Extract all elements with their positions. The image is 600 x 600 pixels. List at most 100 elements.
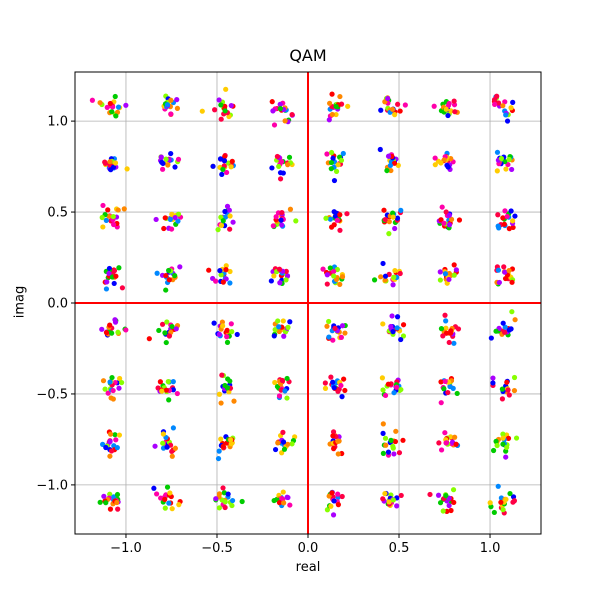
data-point (498, 499, 504, 505)
data-point (441, 386, 447, 392)
data-point (440, 333, 446, 339)
data-point (220, 218, 226, 224)
data-point (398, 386, 404, 393)
data-point (335, 162, 341, 168)
data-point (448, 108, 454, 114)
data-point (394, 215, 401, 221)
data-point (508, 208, 514, 214)
x-tick-label: 0.0 (298, 541, 319, 556)
data-point (269, 165, 275, 171)
y-tick-label: 0.5 (47, 206, 68, 221)
data-point (160, 166, 166, 172)
data-point (170, 425, 176, 431)
data-point (493, 328, 499, 334)
data-point (445, 389, 451, 396)
data-point (277, 106, 283, 112)
data-point (504, 444, 510, 451)
data-point (378, 107, 384, 113)
data-point (327, 265, 333, 271)
data-point (220, 279, 226, 285)
data-point (164, 484, 171, 490)
data-point (511, 374, 518, 381)
data-point (285, 494, 291, 501)
data-point (448, 216, 455, 222)
data-point (388, 437, 394, 443)
data-point (442, 271, 448, 277)
data-point (491, 97, 498, 103)
data-point (394, 503, 400, 509)
data-point (382, 435, 389, 441)
data-point (276, 393, 283, 399)
data-point (500, 441, 506, 447)
data-point (339, 274, 346, 280)
data-point (167, 216, 173, 222)
data-point (276, 266, 283, 272)
data-point (328, 159, 335, 166)
data-point (339, 323, 346, 329)
data-point (164, 319, 170, 325)
data-point (168, 226, 175, 232)
data-point (443, 440, 449, 446)
data-point (502, 269, 508, 275)
data-point (220, 443, 226, 449)
data-point (397, 270, 403, 277)
data-point (229, 158, 235, 164)
data-point (443, 330, 450, 336)
data-point (328, 166, 334, 172)
data-point (276, 163, 282, 170)
zero-lines (75, 72, 541, 534)
data-point (114, 499, 120, 506)
data-point (283, 268, 289, 274)
data-point (157, 379, 163, 385)
data-point (331, 177, 338, 184)
data-point (330, 512, 337, 518)
y-tick-label: 1.0 (47, 115, 68, 130)
data-point (218, 116, 224, 122)
data-point (284, 273, 291, 279)
data-point (102, 159, 108, 165)
data-point (338, 334, 344, 340)
data-point (332, 325, 338, 331)
data-point (222, 504, 228, 511)
data-point (380, 496, 386, 502)
data-point (494, 149, 501, 155)
data-point (115, 207, 121, 213)
data-point (327, 100, 333, 106)
data-point (173, 326, 179, 332)
data-point (110, 213, 116, 220)
data-point (229, 502, 235, 509)
data-point (168, 97, 174, 103)
data-point (506, 327, 512, 333)
data-point (215, 455, 222, 462)
data-point (330, 429, 337, 435)
data-point (163, 387, 169, 393)
data-point (280, 489, 286, 495)
data-point (123, 102, 129, 108)
data-point (174, 105, 181, 111)
data-point (337, 281, 343, 287)
data-point (99, 214, 105, 221)
data-point (229, 497, 236, 504)
data-point (113, 273, 119, 279)
data-point (218, 436, 224, 442)
data-point (512, 317, 518, 323)
data-point (228, 321, 234, 327)
x-tick-label: 0.5 (389, 541, 410, 556)
data-point (168, 150, 174, 157)
data-point (450, 487, 457, 493)
data-point (320, 266, 326, 272)
data-point (402, 102, 408, 108)
x-tick-label: −0.5 (201, 541, 233, 556)
data-point (329, 111, 335, 118)
data-point (386, 219, 392, 225)
data-point (390, 445, 396, 451)
data-point (442, 430, 448, 436)
data-point (279, 209, 285, 216)
data-point (280, 318, 286, 324)
data-point (162, 215, 168, 221)
y-tick-label: −1.0 (36, 478, 68, 493)
data-point (175, 211, 182, 217)
data-point (436, 440, 442, 446)
data-point (285, 324, 291, 330)
data-point (331, 273, 337, 279)
